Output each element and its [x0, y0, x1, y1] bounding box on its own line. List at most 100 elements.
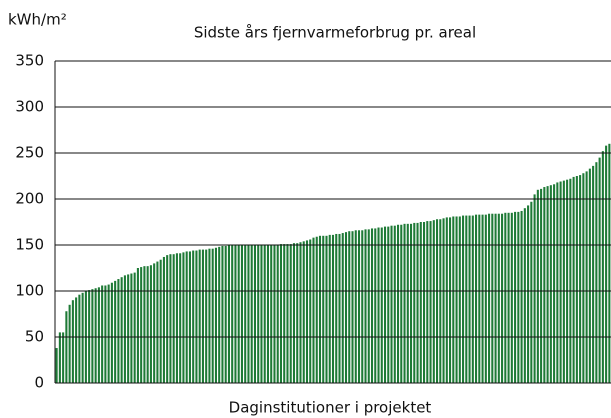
bar — [419, 222, 422, 383]
bar — [351, 231, 354, 383]
bar — [159, 259, 162, 383]
bar — [143, 266, 146, 383]
bar — [507, 212, 510, 383]
bar — [117, 279, 120, 383]
bar — [299, 242, 302, 383]
bar — [504, 212, 507, 383]
bar — [211, 248, 214, 383]
bar — [162, 256, 165, 383]
bar — [585, 171, 588, 383]
bar — [71, 300, 74, 383]
bar — [169, 254, 172, 383]
bar — [523, 208, 526, 383]
bar — [65, 311, 68, 383]
bar — [426, 221, 429, 383]
bar — [247, 245, 250, 383]
bar — [592, 165, 595, 383]
bar — [172, 254, 175, 383]
bar — [270, 245, 273, 383]
bar — [296, 243, 299, 383]
bar — [601, 151, 604, 383]
bar — [91, 289, 94, 383]
bar — [263, 245, 266, 383]
bar — [328, 234, 331, 383]
bar — [390, 225, 393, 383]
bar — [208, 248, 211, 383]
bar — [195, 250, 198, 383]
bar — [527, 205, 530, 383]
bar — [540, 188, 543, 383]
bar — [488, 213, 491, 383]
bar — [149, 265, 152, 383]
bar — [97, 287, 100, 383]
bar — [156, 261, 159, 383]
bar — [305, 240, 309, 383]
bar — [198, 249, 201, 383]
y-tick-label: 0 — [34, 374, 44, 392]
bar — [569, 178, 572, 383]
bar — [104, 285, 107, 383]
bar — [439, 219, 442, 383]
bar — [494, 213, 497, 383]
bar — [605, 145, 608, 383]
bar — [185, 251, 188, 383]
bar — [68, 304, 71, 383]
bar — [260, 245, 263, 383]
bar — [240, 245, 243, 383]
bar — [562, 180, 565, 383]
bar — [393, 225, 396, 383]
bar — [517, 211, 520, 383]
bar — [175, 253, 178, 383]
bar — [429, 221, 432, 383]
bar — [361, 230, 364, 383]
bar — [455, 216, 458, 383]
bar — [179, 253, 182, 383]
bar — [553, 184, 556, 383]
bar — [370, 228, 374, 383]
bar — [367, 229, 370, 383]
bar — [123, 275, 126, 383]
bar — [338, 233, 341, 383]
bar — [559, 181, 562, 383]
bar — [406, 223, 409, 383]
bar — [484, 214, 487, 383]
bar — [536, 189, 539, 383]
bar — [237, 245, 240, 383]
bar — [566, 179, 569, 383]
bar — [166, 255, 169, 383]
bar — [442, 218, 445, 383]
bar — [348, 231, 351, 383]
bar — [120, 277, 123, 383]
bar — [110, 282, 113, 383]
bar — [318, 235, 322, 383]
x-axis-label: Daginstitutioner i projektet — [229, 399, 432, 417]
bar — [416, 222, 419, 383]
bar — [325, 235, 328, 383]
bar — [188, 251, 191, 383]
bar — [257, 245, 260, 383]
bar — [335, 233, 338, 383]
y-tick-label: 300 — [15, 98, 44, 116]
chart-title: Sidste års fjernvarmeforbrug pr. areal — [194, 24, 476, 42]
bar — [475, 214, 478, 383]
bar — [595, 162, 598, 383]
bar — [283, 244, 286, 383]
y-tick-label: 200 — [15, 190, 44, 208]
bar — [478, 214, 481, 383]
bar — [588, 168, 591, 383]
bar — [221, 245, 224, 383]
bar — [250, 245, 253, 383]
bar — [94, 288, 97, 383]
bar — [364, 229, 367, 383]
bar — [432, 220, 435, 383]
bar — [413, 222, 416, 383]
bar — [214, 247, 217, 383]
bar — [491, 213, 494, 383]
y-tick-label: 350 — [15, 52, 44, 70]
bar — [520, 210, 523, 383]
bar — [75, 297, 78, 383]
bar — [458, 216, 461, 383]
bar — [549, 185, 552, 383]
bar — [62, 332, 65, 383]
